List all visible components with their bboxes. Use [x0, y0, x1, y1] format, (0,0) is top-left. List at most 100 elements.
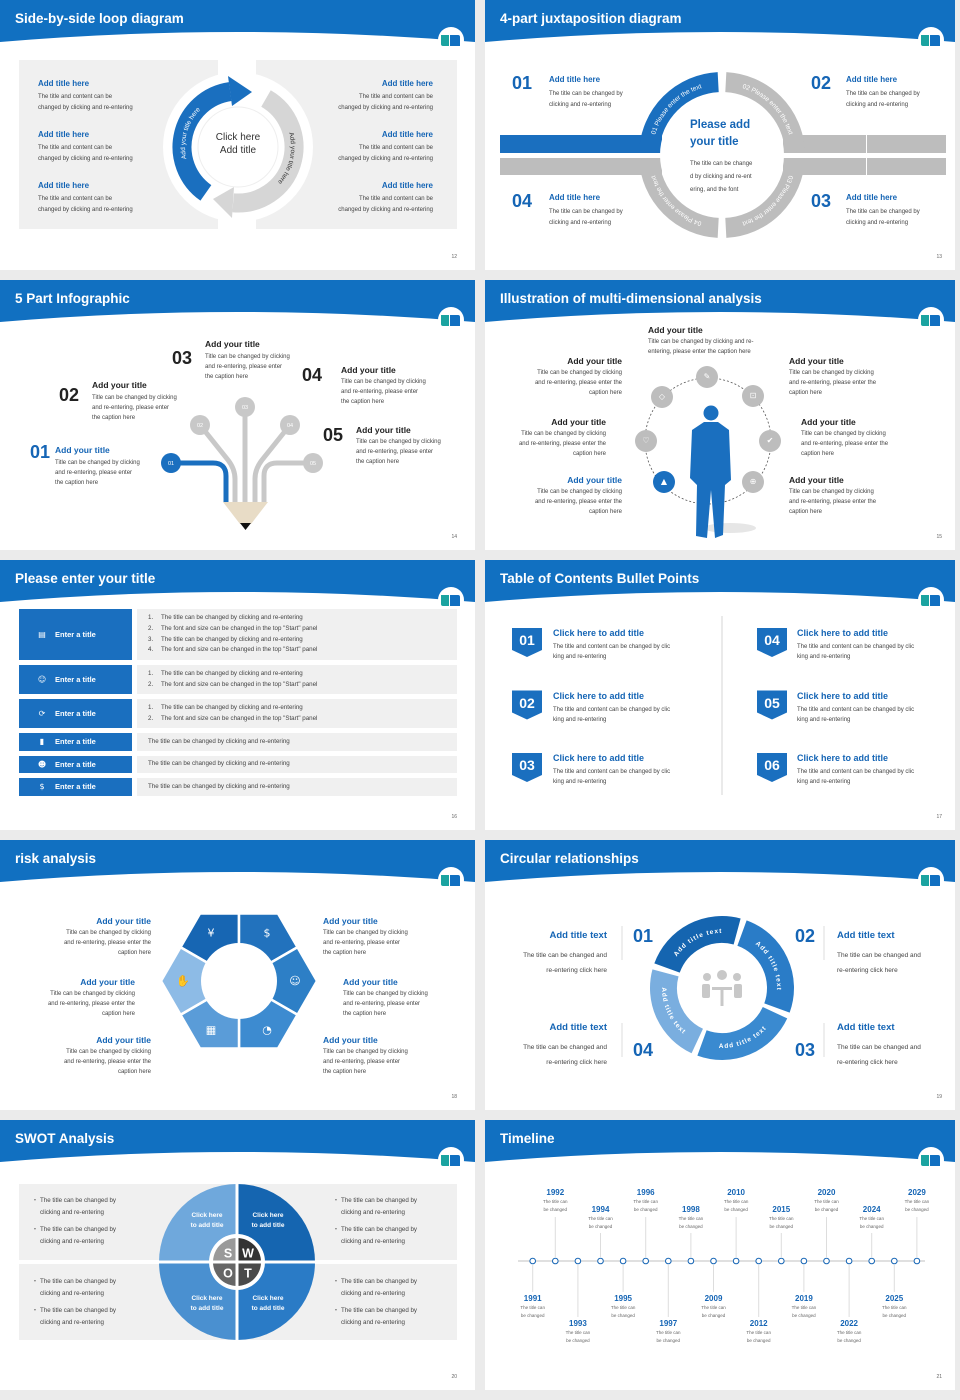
timeline-dot[interactable]: [619, 1257, 627, 1265]
recycle-icon: ⟳: [38, 708, 46, 718]
slide-title: 4-part juxtaposition diagram: [500, 11, 682, 26]
item-body: and re-entering, please enter the: [801, 441, 889, 447]
slide-thumbnail[interactable]: Table of Contents Bullet Points 17 01 Click…: [485, 560, 955, 830]
timeline-dot[interactable]: [868, 1257, 876, 1265]
cycle-segment: [697, 1006, 788, 1060]
item-body: caption here: [588, 390, 622, 396]
slide-thumbnail[interactable]: S W O T SWOT Analysis 20 Click here to add titl…: [0, 1120, 475, 1390]
item-body: Title can be changed by clicking: [341, 379, 426, 385]
hand-yen-icon: ✋: [176, 974, 190, 988]
bullet-text: The title can be changed by: [341, 1226, 418, 1233]
timeline-dot[interactable]: [913, 1257, 921, 1265]
slide-thumbnail[interactable]: 01 02 03 04 05 5 Part Infographic 14 01 Add your…: [0, 280, 475, 550]
timeline-dot[interactable]: [845, 1257, 853, 1265]
item-body: and re-entering, please enter the: [518, 441, 606, 447]
event-body: be changed: [814, 1207, 839, 1212]
quadrant-title: Click here: [252, 1295, 284, 1302]
item-title: Add title here: [38, 181, 90, 190]
timeline-dot[interactable]: [778, 1257, 785, 1265]
header-band: [485, 1120, 955, 1162]
page-number: 14: [451, 534, 457, 540]
bullet-icon: •: [33, 1278, 37, 1285]
item-body: and re-entering, please enter the: [534, 380, 622, 386]
timeline-dot[interactable]: [687, 1257, 695, 1265]
event-year: 2012: [749, 1319, 768, 1328]
item-body: changed by clicking and re-entering: [338, 207, 433, 213]
item-number: 04: [512, 191, 533, 211]
bullet-icon: •: [33, 1226, 37, 1233]
timeline-dot[interactable]: [597, 1257, 604, 1265]
meeting-icon: [702, 970, 742, 1006]
timeline-dot[interactable]: [755, 1257, 763, 1265]
bar-gray: [500, 158, 662, 175]
slide-title: Table of Contents Bullet Points: [500, 571, 700, 586]
item-body: The title and content can be: [358, 94, 433, 100]
slide-thumbnail[interactable]: risk analysis 18 ¥ $ ☺ ◔ ▦ ✋ Add your title Title…: [0, 840, 475, 1110]
timeline-dot[interactable]: [642, 1257, 649, 1265]
row-content-cell: [137, 609, 457, 660]
people-icon: ☺: [289, 974, 301, 988]
item-body: Title can be changed by clicking: [323, 930, 408, 936]
bar-chart-icon: ▮: [39, 737, 45, 746]
bullet-text: The title can be changed by: [341, 1307, 418, 1314]
timeline-dot[interactable]: [529, 1257, 537, 1265]
row-label: Enter a title: [55, 782, 96, 791]
ring-segment: [639, 72, 720, 153]
quadrant-title: to add title: [251, 1221, 285, 1229]
timeline-dot[interactable]: [552, 1257, 559, 1265]
item-title: Add your title: [92, 380, 147, 390]
branch-node-label: 01: [168, 461, 174, 467]
timeline-dot[interactable]: [574, 1257, 582, 1265]
bullet-text: clicking and re-entering: [341, 1290, 405, 1297]
slide-graphics: Add title text Add title text Add title te…: [485, 840, 955, 1060]
row-text: The title can be changed by clicking and…: [148, 737, 290, 745]
row-text: The title can be changed by clicking and…: [148, 760, 290, 768]
slide-thumbnail[interactable]: Illustration of multi-dimensional analys…: [485, 280, 955, 550]
item-body: The title and content can be changed by …: [797, 644, 915, 650]
row-label-cell: [19, 733, 132, 751]
item-body: and re-entering, please enter the: [534, 499, 622, 505]
user-card-icon: ☺: [37, 674, 47, 684]
item-title: Add your title: [789, 475, 844, 485]
bullet-text: clicking and re-entering: [341, 1319, 405, 1326]
event-year: 1993: [568, 1319, 587, 1328]
item-title: Add your title: [96, 1035, 151, 1045]
branch-02: [198, 423, 238, 502]
timeline-dot[interactable]: [710, 1257, 717, 1265]
row-content-cell: [137, 665, 457, 694]
item-body: clicking and re-entering: [549, 220, 612, 226]
item-number: 02: [59, 385, 80, 405]
row-label: Enter a title: [55, 708, 96, 718]
slide-thumbnail[interactable]: Add title text Add title text Add title te…: [485, 840, 955, 1110]
item-number: 03: [172, 348, 193, 368]
badge-number: 04: [764, 632, 780, 648]
timeline-dot[interactable]: [891, 1257, 898, 1265]
branch-node: [303, 453, 323, 473]
timeline-dot[interactable]: [800, 1257, 808, 1265]
slide-thumbnail[interactable]: 01 Please enter the text 02 Please enter …: [485, 0, 955, 270]
item-body: The title can be changed by: [549, 209, 623, 215]
slide-thumbnail[interactable]: Please enter your title 16 ▤ Enter a title 1…: [0, 560, 475, 830]
slide-thumbnail[interactable]: Timeline 21 1991 The title can be changed 199…: [485, 1120, 955, 1390]
slide-graphics: Add your title here Add your title here: [0, 0, 475, 229]
swot-letter-quadrant: [213, 1262, 237, 1286]
event-year: 1992: [546, 1188, 565, 1197]
item-body: and re-entering, please enter the: [63, 1059, 151, 1065]
item-body: The title and content can be changed by …: [797, 769, 915, 775]
event-body: The title can: [814, 1199, 839, 1204]
item-title: Add title here: [846, 75, 898, 84]
branch-node: [190, 415, 210, 435]
loop-arrowhead-blue: [228, 76, 252, 106]
timeline-dot[interactable]: [823, 1257, 830, 1265]
item-body: caption here: [801, 451, 835, 457]
swot-letter: O: [223, 1267, 233, 1281]
event-year: 2019: [794, 1294, 813, 1303]
event-year: 2024: [862, 1205, 881, 1214]
timeline-dot[interactable]: [732, 1257, 740, 1265]
pencil-tip: [240, 523, 251, 530]
slide-graphics: [0, 560, 475, 796]
timeline-dot[interactable]: [665, 1257, 672, 1265]
slide-thumbnail[interactable]: Add your title here Add your title here S…: [0, 0, 475, 270]
item-title: Add your title: [55, 445, 110, 455]
